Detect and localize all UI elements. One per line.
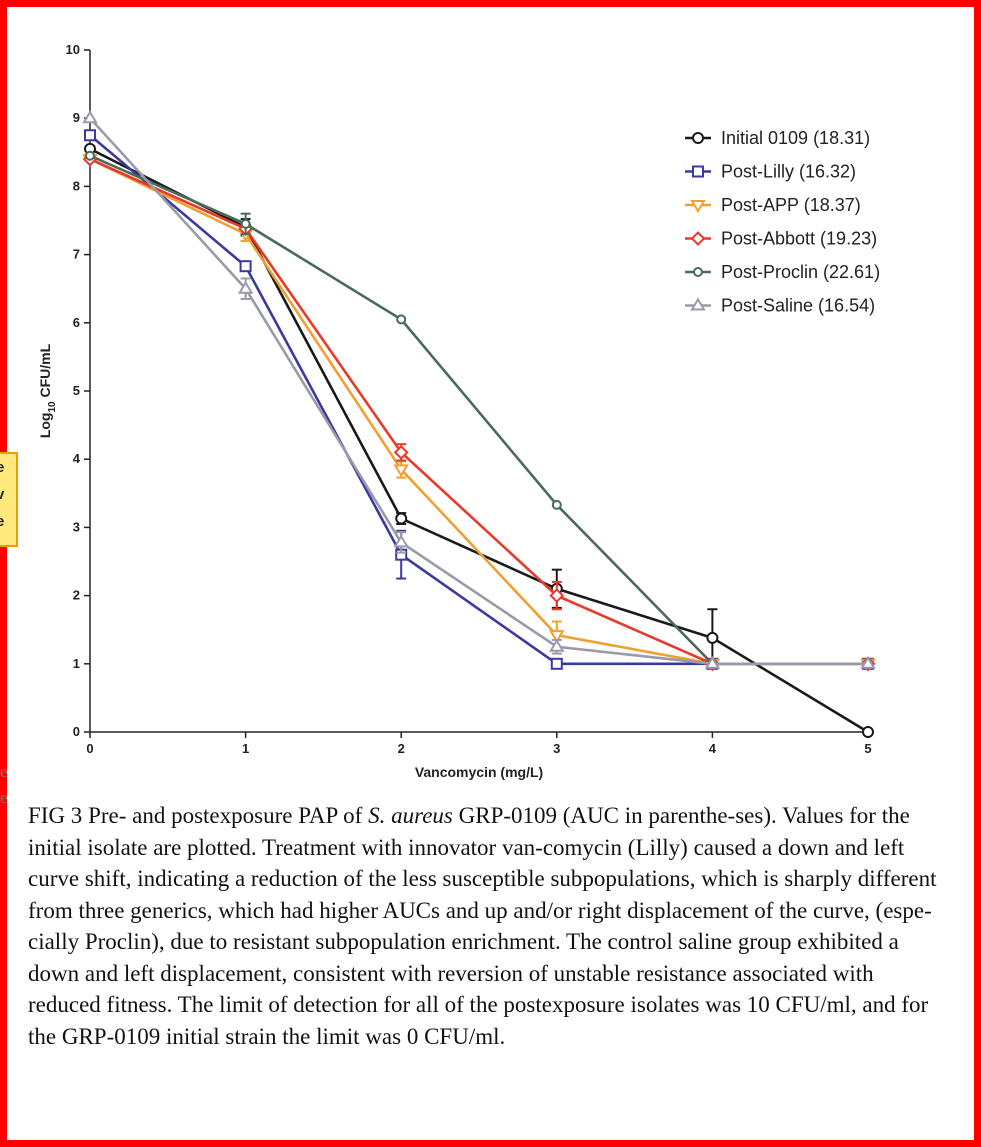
- legend: Initial 0109 (18.31) Post-Lilly (16.32) Po…: [685, 128, 880, 316]
- y-tick-label: 3: [73, 519, 80, 534]
- data-point: [706, 631, 719, 644]
- legend-marker: [690, 200, 706, 213]
- legend-entry: Post-APP (18.37): [685, 195, 861, 215]
- x-tick-label: 4: [709, 741, 717, 756]
- legend-marker: [692, 132, 704, 144]
- axes: 0 1 2 3 4 5 6 7 8 9 10 0 1 2 3 4 5 Vancomycin (mg/L) Log10…: [37, 42, 872, 780]
- legend-entry: Post-Proclin (22.61): [685, 262, 880, 282]
- y-tick-label: 1: [73, 656, 80, 671]
- y-tick-label: 10: [66, 42, 80, 57]
- data-point: [237, 280, 254, 294]
- data-point: [860, 655, 876, 669]
- legend-entry: Post-Saline (16.54): [685, 296, 875, 316]
- legend-marker: [692, 165, 704, 178]
- data-point: [85, 150, 95, 161]
- legend-entry: Post-Abbott (19.23): [685, 229, 877, 249]
- legend-label: Post-Proclin (22.61): [721, 262, 880, 282]
- data-point: [239, 260, 252, 273]
- legend-label: Post-Lilly (16.32): [721, 162, 856, 182]
- legend-entry: Post-Lilly (16.32): [685, 162, 856, 182]
- data-point: [550, 657, 563, 670]
- y-tick-label: 4: [73, 451, 81, 466]
- y-axis-title: Log10 CFU/mL: [37, 343, 58, 438]
- y-tick-label: 8: [73, 178, 80, 193]
- x-tick-label: 0: [86, 741, 93, 756]
- y-tick-label: 5: [73, 383, 80, 398]
- legend-entry: Initial 0109 (18.31): [685, 128, 870, 148]
- data-point: [549, 588, 565, 604]
- cut-text-fragment: e: [0, 762, 8, 781]
- x-tick-label: 5: [864, 741, 871, 756]
- x-axis-title: Vancomycin (mg/L): [415, 764, 543, 780]
- x-tick-label: 3: [553, 741, 560, 756]
- series-line: [89, 117, 868, 666]
- x-tick-label: 1: [242, 741, 249, 756]
- legend-label: Initial 0109 (18.31): [721, 128, 870, 148]
- data-point: [240, 218, 251, 229]
- series-layer: [82, 110, 876, 738]
- data-point: [396, 314, 407, 325]
- data-point: [551, 499, 562, 510]
- data-point: [393, 444, 409, 460]
- data-point: [84, 129, 96, 142]
- caption-text-2: GRP-0109 (AUC in parenthe-ses). Values f…: [28, 803, 937, 1049]
- legend-marker: [690, 231, 706, 246]
- data-point: [862, 726, 874, 738]
- side-note-fragment: eve: [0, 452, 18, 547]
- legend-label: Post-Saline (16.54): [721, 296, 875, 316]
- series-5: [82, 110, 876, 669]
- legend-label: Post-APP (18.37): [721, 195, 861, 215]
- data-point: [393, 464, 409, 478]
- caption-text-1: Pre- and postexposure PAP of: [82, 803, 369, 828]
- data-point: [549, 630, 565, 644]
- y-tick-label: 9: [73, 110, 80, 125]
- legend-label: Post-Abbott (19.23): [721, 229, 877, 249]
- x-tick-label: 2: [398, 741, 405, 756]
- data-point: [82, 110, 98, 124]
- series-4: [85, 150, 718, 669]
- data-point: [704, 655, 721, 669]
- chart: 0 1 2 3 4 5 6 7 8 9 10 0 1 2 3 4 5 Vancomycin (mg/L) Log10…: [37, 42, 880, 780]
- y-tick-label: 6: [73, 315, 80, 330]
- figure-caption: FIG 3 Pre- and postexposure PAP of S. au…: [28, 800, 948, 1052]
- data-point: [395, 512, 408, 525]
- y-tick-label: 2: [73, 588, 80, 603]
- cut-text-fragment: e: [0, 788, 8, 807]
- caption-species: S. aureus: [368, 803, 453, 828]
- caption-label: FIG 3: [28, 803, 83, 828]
- data-point: [549, 638, 565, 652]
- y-tick-label: 7: [73, 247, 80, 262]
- legend-marker: [690, 297, 706, 311]
- y-tick-label: 0: [73, 724, 80, 739]
- legend-marker: [693, 267, 703, 277]
- data-point: [393, 534, 409, 548]
- series-line: [89, 154, 714, 665]
